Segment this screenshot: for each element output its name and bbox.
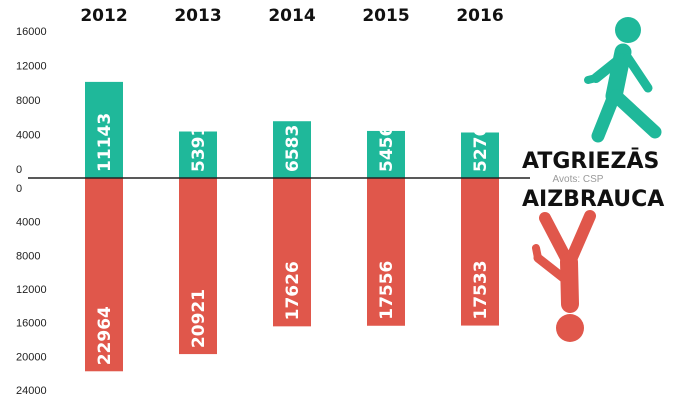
legend-left-label: AIZBRAUCA: [522, 187, 664, 212]
value-label-returned: 6583: [283, 125, 303, 172]
bar-returned: [179, 131, 217, 178]
lower-tick-label: 0: [16, 183, 22, 195]
bars: [85, 81, 499, 372]
value-label-left: 22964: [95, 306, 115, 365]
value-label-left: 20921: [189, 289, 209, 348]
upper-tick-label: 8000: [16, 95, 40, 107]
value-label-returned: 5276: [471, 125, 491, 172]
upper-tick-label: 12000: [16, 61, 47, 73]
upper-tick-label: 16000: [16, 26, 47, 38]
year-label: 2012: [80, 6, 127, 26]
lower-tick-label: 8000: [16, 250, 40, 262]
upper-tick-label: 4000: [16, 130, 40, 142]
legend-returned-label: ATGRIEZĀS: [522, 148, 659, 174]
year-label: 2015: [362, 6, 409, 26]
lower-tick-label: 24000: [16, 385, 47, 397]
value-label-left: 17626: [283, 261, 303, 320]
year-label: 2014: [268, 6, 315, 26]
value-label-left: 17533: [471, 260, 491, 319]
value-label-returned: 5456: [377, 125, 397, 172]
value-label-left: 17556: [377, 261, 397, 320]
bar-returned: [367, 130, 405, 178]
value-labels: 11143 22964 5391 20921 6583 17626 5456 17556 527…: [95, 113, 491, 365]
axis-ticks: 16000 12000 8000 4000 0 0 4000 8000 12000 16000 20…: [16, 26, 47, 397]
year-labels: 2012 2013 2014 2015 2016: [80, 6, 503, 26]
lower-tick-label: 4000: [16, 217, 40, 229]
upper-tick-label: 0: [16, 164, 22, 176]
value-label-returned: 5391: [189, 125, 209, 172]
lower-tick-label: 16000: [16, 318, 47, 330]
bar-returned: [461, 132, 499, 178]
lower-tick-label: 20000: [16, 351, 47, 363]
bar-returned: [85, 81, 123, 178]
walking-person-icon: [584, 17, 662, 143]
bar-left: [273, 178, 311, 327]
falling-person-icon: [532, 210, 596, 342]
year-label: 2016: [456, 6, 503, 26]
bar-returned: [273, 121, 311, 178]
value-label-returned: 11143: [95, 113, 115, 172]
lower-tick-label: 12000: [16, 284, 47, 296]
bar-left: [179, 178, 217, 355]
bar-left: [85, 178, 123, 372]
year-label: 2013: [174, 6, 221, 26]
bar-left: [461, 178, 499, 326]
source-label: Avots: CSP: [553, 174, 604, 185]
bar-left: [367, 178, 405, 326]
